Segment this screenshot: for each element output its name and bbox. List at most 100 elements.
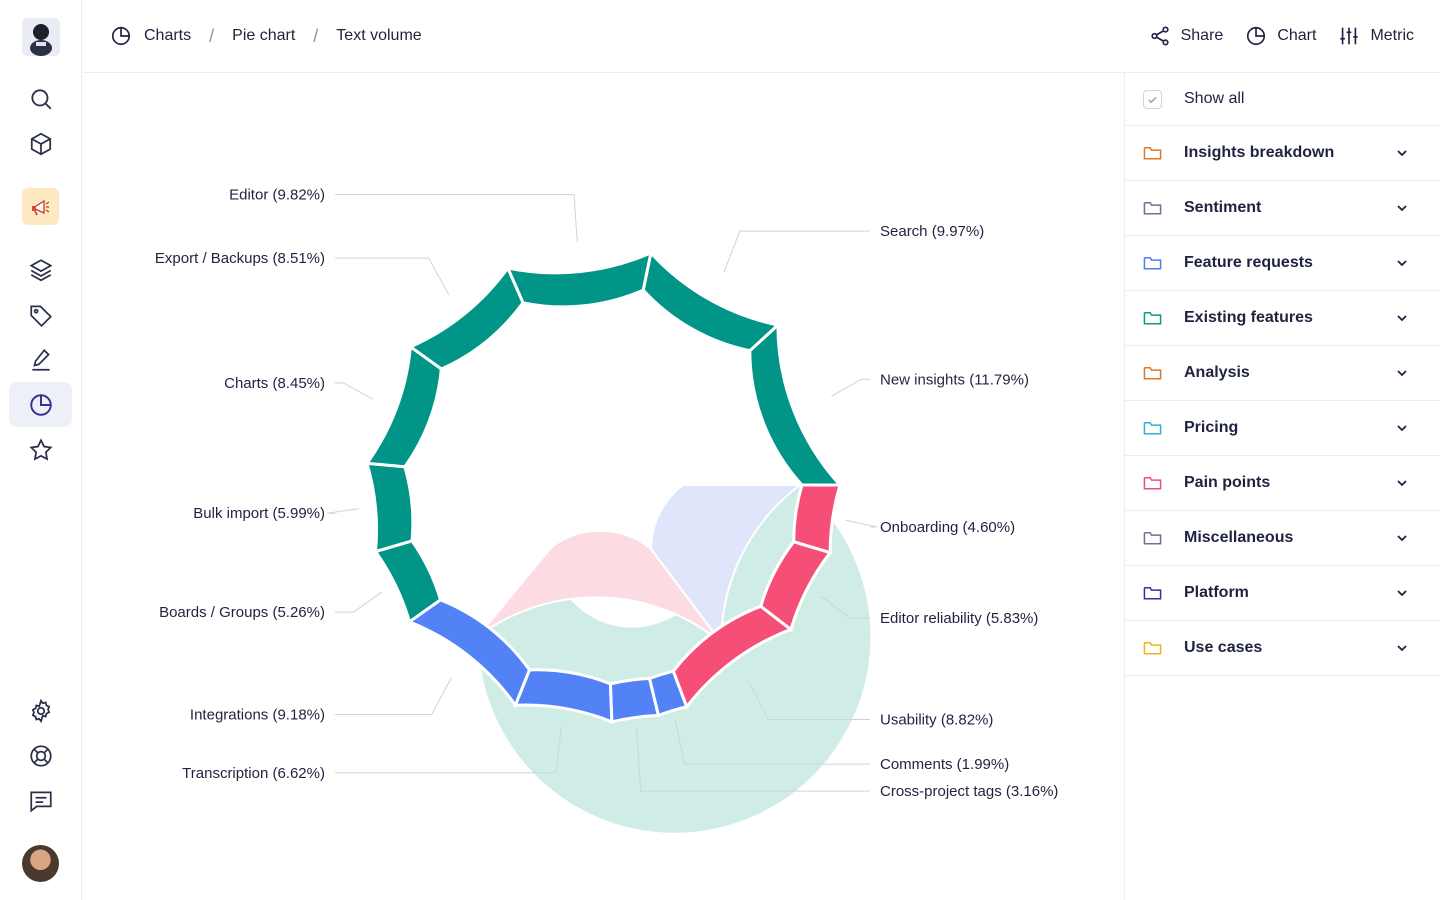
- breadcrumb: Charts / Pie chart / Text volume: [110, 22, 422, 50]
- slice-label: Charts (8.45%): [224, 375, 325, 392]
- slice-label: New insights (11.79%): [880, 371, 1029, 388]
- pie-slice-outer[interactable]: [671, 604, 794, 710]
- pie-slice-outer[interactable]: [407, 264, 525, 371]
- leader-line: [831, 378, 870, 397]
- chevron-down-icon[interactable]: [1394, 530, 1410, 546]
- slice-label: Bulk import (5.99%): [193, 505, 325, 522]
- pie-chart-icon: [29, 393, 52, 416]
- pie-slice-outer[interactable]: [505, 250, 653, 309]
- settings-nav-button[interactable]: [9, 688, 72, 733]
- group-row[interactable]: Existing features: [1125, 291, 1440, 346]
- folder-icon: [1143, 422, 1162, 435]
- layers-icon: [28, 258, 53, 281]
- star-icon: [28, 437, 53, 461]
- highlights-nav-button[interactable]: [9, 337, 72, 382]
- group-label: Pricing: [1184, 419, 1239, 436]
- pie-slice-outer[interactable]: [373, 539, 443, 625]
- favorites-nav-button[interactable]: [9, 427, 72, 472]
- search-icon: [30, 88, 51, 109]
- group-row[interactable]: Use cases: [1125, 621, 1440, 676]
- group-label: Insights breakdown: [1184, 144, 1335, 161]
- project-megaphone-button[interactable]: [22, 188, 59, 225]
- check-icon: [1148, 96, 1157, 103]
- pie-chart-icon: [1247, 26, 1266, 46]
- breadcrumb-separator: /: [209, 25, 215, 46]
- breadcrumb-separator: /: [313, 25, 319, 46]
- chevron-down-icon[interactable]: [1394, 310, 1410, 326]
- chevron-down-icon[interactable]: [1394, 585, 1410, 601]
- pie-slice-outer[interactable]: [759, 539, 833, 632]
- show-all-label: Show all: [1184, 90, 1245, 107]
- group-row[interactable]: Platform: [1125, 566, 1440, 621]
- cube-icon: [30, 132, 51, 155]
- group-label: Pain points: [1184, 474, 1271, 491]
- search-nav-button[interactable]: [9, 76, 72, 121]
- layers-nav-button[interactable]: [9, 247, 72, 292]
- group-row[interactable]: Feature requests: [1125, 236, 1440, 291]
- group-row[interactable]: Analysis: [1125, 346, 1440, 401]
- tag-icon: [29, 304, 52, 327]
- leader-line: [327, 508, 360, 514]
- chart-label: Chart: [1277, 27, 1317, 44]
- leader-line: [335, 257, 450, 295]
- pie-slice-outer[interactable]: [608, 676, 661, 724]
- chevron-down-icon[interactable]: [1394, 200, 1410, 216]
- group-row[interactable]: Pricing: [1125, 401, 1440, 456]
- projects-nav-button[interactable]: [9, 121, 72, 166]
- leader-line: [674, 719, 870, 765]
- chevron-down-icon[interactable]: [1394, 365, 1410, 381]
- sunburst-chart: New insights (11.79%) Search (9.97%) Edito…: [155, 187, 1058, 835]
- pie-chart-icon: [111, 26, 131, 46]
- show-all-checkbox[interactable]: [1143, 89, 1162, 109]
- metric-button[interactable]: Metric: [1338, 25, 1414, 47]
- pie-slice-outer[interactable]: [513, 668, 614, 725]
- folder-icon: [1143, 587, 1162, 600]
- pie-slice-outer[interactable]: [792, 483, 843, 555]
- pie-slice-outer[interactable]: [748, 321, 844, 487]
- user-avatar[interactable]: [22, 845, 59, 882]
- chevron-down-icon[interactable]: [1394, 475, 1410, 491]
- slice-label: Editor reliability (5.83%): [880, 610, 1038, 627]
- header-actions: Share Chart Metric: [1149, 22, 1414, 50]
- chevron-down-icon[interactable]: [1394, 640, 1410, 656]
- group-row[interactable]: Sentiment: [1125, 181, 1440, 236]
- feedback-nav-button[interactable]: [9, 778, 72, 823]
- breadcrumb-charts[interactable]: Charts: [144, 27, 192, 44]
- chart-type-button[interactable]: Chart: [1245, 25, 1316, 47]
- pie-slice-outer[interactable]: [641, 249, 782, 353]
- group-label: Analysis: [1184, 364, 1250, 381]
- pie-slice-outer[interactable]: [364, 344, 443, 469]
- folder-icon: [1143, 257, 1162, 270]
- leader-line: [845, 519, 878, 528]
- group-row[interactable]: Miscellaneous: [1125, 511, 1440, 566]
- pie-slice-outer[interactable]: [364, 461, 415, 554]
- megaphone-icon: [31, 199, 49, 215]
- leader-line: [820, 596, 870, 619]
- slice-label: Integrations (9.18%): [190, 706, 325, 723]
- group-row[interactable]: Insights breakdown: [1125, 126, 1440, 181]
- slice-label: Export / Backups (8.51%): [155, 250, 325, 267]
- show-all-row[interactable]: Show all: [1125, 73, 1440, 126]
- leader-line: [335, 726, 562, 774]
- tags-nav-button[interactable]: [9, 292, 72, 337]
- slice-label: Usability (8.82%): [880, 712, 993, 729]
- pie-slice-outer[interactable]: [406, 598, 532, 709]
- group-row[interactable]: Pain points: [1125, 456, 1440, 511]
- slice-label: Comments (1.99%): [880, 756, 1009, 773]
- workspace-logo[interactable]: [22, 18, 60, 56]
- share-button[interactable]: Share: [1149, 25, 1223, 47]
- share-icon: [1150, 26, 1169, 46]
- left-rail: [0, 0, 82, 900]
- pie-slice-inner[interactable]: [476, 529, 723, 644]
- chevron-down-icon[interactable]: [1394, 255, 1410, 271]
- chevron-down-icon[interactable]: [1394, 145, 1410, 161]
- breadcrumb-pie-chart[interactable]: Pie chart: [232, 27, 296, 44]
- folder-icon: [1143, 532, 1162, 545]
- charts-nav-button[interactable]: [9, 382, 72, 427]
- group-label: Miscellaneous: [1184, 529, 1294, 546]
- leader-line: [748, 681, 870, 721]
- lifebuoy-icon: [29, 744, 52, 767]
- help-nav-button[interactable]: [9, 733, 72, 778]
- series-panel: Show all Insights breakdown Sentiment Feat…: [1124, 73, 1440, 900]
- chevron-down-icon[interactable]: [1394, 420, 1410, 436]
